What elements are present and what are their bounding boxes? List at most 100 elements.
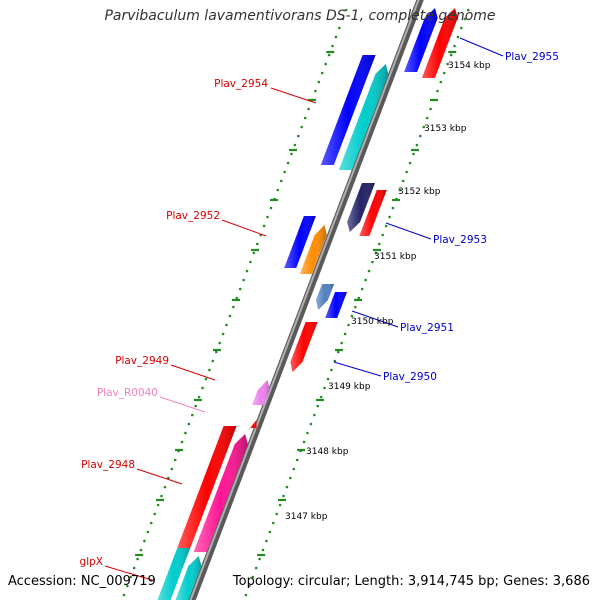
- rail-dot: [221, 332, 225, 336]
- plav-2948-feature-shade: [248, 420, 258, 430]
- rail-dot: [126, 584, 129, 588]
- rail-dot: [327, 53, 331, 57]
- rail-dot: [367, 269, 371, 273]
- tick-label-3152-kbp: 3152 kbp: [398, 187, 441, 197]
- rail-dot: [316, 404, 320, 408]
- rail-dot: [279, 179, 283, 183]
- rail-dot: [320, 71, 324, 75]
- glpx-feature-shade: [175, 556, 202, 600]
- rail-dot: [341, 17, 345, 21]
- backbone-line: [188, 0, 424, 600]
- rail-dot: [306, 431, 309, 435]
- topology-text: Topology: circular; Length: 3,914,745 bp…: [232, 574, 590, 589]
- tick-label-3148-kbp: 3148 kbp: [306, 447, 349, 457]
- plav-2954-feature-shade: [338, 64, 389, 170]
- rail-dot: [302, 440, 306, 444]
- rail-dot: [262, 224, 266, 228]
- rail-dot: [331, 44, 334, 48]
- rail-dot: [449, 53, 453, 57]
- plav-2954-leader: [270, 87, 317, 104]
- plav-2952-label: Plav_2952: [166, 210, 220, 222]
- rail-dot: [252, 251, 256, 255]
- rail-dot: [350, 314, 354, 318]
- plav-2949-label: Plav_2949: [115, 355, 169, 367]
- rail-dot: [398, 188, 402, 192]
- rail-dot: [442, 71, 446, 75]
- backbone-highlight: [189, 0, 420, 600]
- rail-dot: [269, 206, 273, 210]
- rail-dot: [143, 539, 146, 543]
- plav-2949-feature-shade: [290, 322, 318, 372]
- rail-dot: [251, 575, 255, 579]
- rail-dot: [242, 278, 245, 282]
- rail-dot: [463, 17, 467, 21]
- plav-2951-feature-shade: [284, 216, 316, 268]
- rail-dot: [170, 467, 174, 471]
- rail-dot: [456, 35, 460, 39]
- rail-dot: [364, 278, 367, 282]
- tick-label-3154-kbp: 3154 kbp: [448, 61, 491, 71]
- rail-dot: [167, 476, 170, 480]
- rail-dot: [388, 215, 391, 219]
- plav-2954-feature-shade: [421, 8, 458, 78]
- genome-backbone: [188, 0, 424, 600]
- rail-dot: [173, 458, 177, 462]
- rail-dot: [313, 413, 316, 417]
- plav-2951-leader: [351, 310, 399, 328]
- rail-dot: [211, 359, 215, 363]
- tick-label-3153-kbp: 3153 kbp: [424, 124, 467, 134]
- plav-2953-leader: [385, 222, 432, 240]
- rail-dot: [429, 107, 432, 111]
- rail-dot: [324, 62, 327, 66]
- rail-dot: [436, 89, 439, 93]
- rail-dot: [245, 269, 249, 273]
- rail-dot: [374, 251, 378, 255]
- rail-dot: [249, 260, 252, 264]
- rail-dot: [446, 62, 449, 66]
- label-leaders: [104, 37, 504, 581]
- plav-r0040-label: Plav_R0040: [97, 387, 158, 399]
- rail-dot: [340, 341, 343, 345]
- rail-dot: [391, 206, 395, 210]
- tick-label-3149-kbp: 3149 kbp: [328, 382, 371, 392]
- rail-dot: [360, 287, 364, 291]
- rail-dot: [460, 26, 463, 30]
- rail-dot: [293, 143, 297, 147]
- rail-dot: [266, 215, 269, 219]
- rail-dot: [268, 530, 272, 534]
- rail-dot: [201, 386, 204, 390]
- rail-dot: [136, 557, 139, 561]
- glpx-feature-shade: [177, 426, 237, 548]
- plav-2952-leader: [221, 219, 267, 237]
- feature-labels: Plav_2955 Plav_2954 Plav_2953 Plav_2952 Plav…: [80, 51, 559, 568]
- rail-dot: [415, 143, 419, 147]
- rail-dot: [146, 530, 150, 534]
- rail-dot: [439, 80, 443, 84]
- rail-dot: [357, 296, 361, 300]
- rail-dot: [289, 476, 292, 480]
- rail-dot: [232, 305, 235, 309]
- rail-dot: [204, 377, 208, 381]
- glpX-gene-strip-shade: [157, 548, 191, 600]
- rail-dot: [307, 107, 310, 111]
- rail-dot: [408, 161, 412, 165]
- plav-2950-leader: [333, 361, 382, 377]
- plav-2948-label: Plav_2948: [81, 459, 135, 471]
- rail-dot: [254, 566, 258, 570]
- rail-dot: [323, 386, 326, 390]
- plav-2951-label: Plav_2951: [400, 322, 454, 334]
- tick-rails: [122, 8, 470, 597]
- rail-dot: [160, 494, 163, 498]
- rail-dot: [276, 188, 280, 192]
- plav-2955-label: Plav_2955: [505, 51, 559, 63]
- rail-dot: [265, 539, 268, 543]
- plav-2950-feature-shade: [325, 292, 347, 318]
- rail-dot: [319, 395, 323, 399]
- rail-dot: [255, 242, 259, 246]
- rail-dot: [466, 8, 470, 12]
- rail-dot: [384, 224, 388, 228]
- rail-dot: [149, 521, 153, 525]
- glpx-leader: [104, 565, 153, 581]
- rail-dot: [214, 350, 218, 354]
